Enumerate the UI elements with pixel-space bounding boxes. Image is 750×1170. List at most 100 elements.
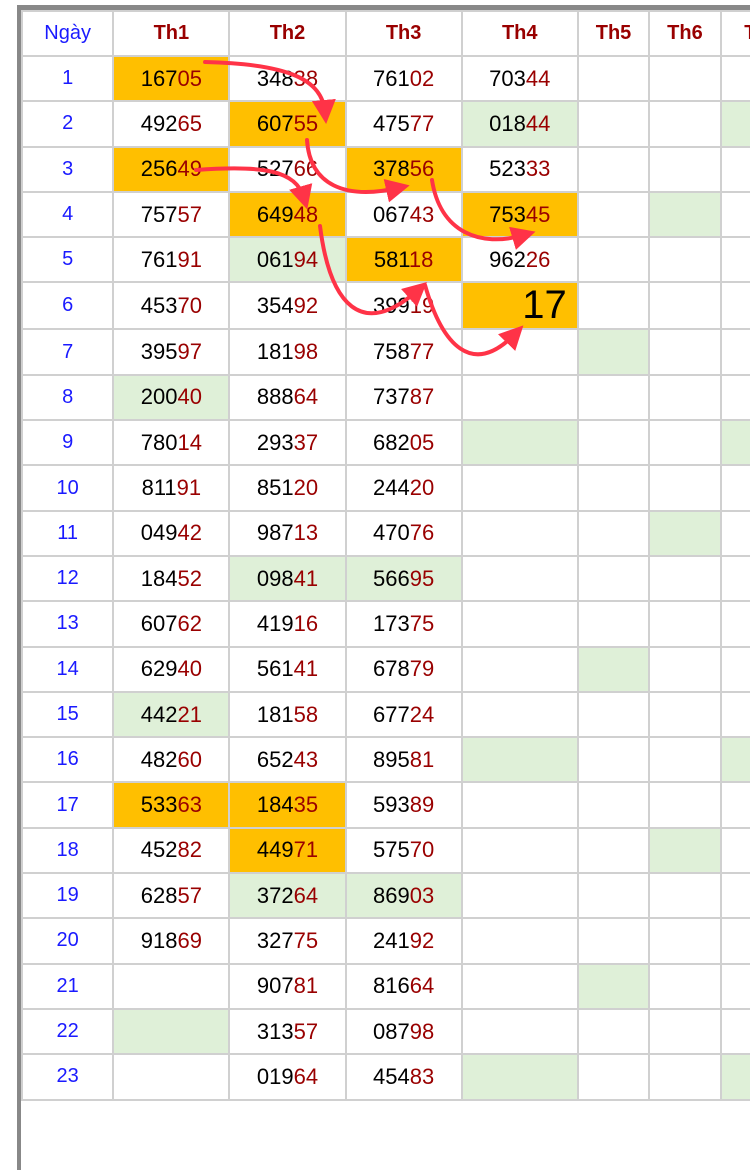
predicted-number-cell: 17 bbox=[460, 281, 579, 331]
result-cell: 78014 bbox=[112, 419, 231, 467]
result-cell: 37856 bbox=[344, 145, 463, 193]
result-cell: 57570 bbox=[344, 826, 463, 875]
table-row: 14 62940 56141 67879 bbox=[20, 645, 750, 693]
result-cell bbox=[576, 190, 651, 239]
number-tail: 63 bbox=[177, 792, 202, 818]
day-cell: 13 bbox=[20, 600, 115, 648]
number-head: 987 bbox=[256, 520, 294, 546]
result-cell bbox=[576, 1007, 651, 1056]
number-head: 523 bbox=[489, 156, 526, 182]
number-tail: 77 bbox=[409, 339, 435, 365]
day-cell: 9 bbox=[20, 419, 115, 467]
number-tail: 03 bbox=[409, 882, 435, 908]
result-cell: 60762 bbox=[112, 600, 231, 648]
day-cell: 6 bbox=[20, 281, 115, 331]
table-row: 11 04942 98713 47076 bbox=[20, 509, 750, 557]
number-tail: 57 bbox=[293, 1018, 319, 1044]
result-cell bbox=[719, 690, 750, 739]
result-cell: 67879 bbox=[344, 645, 463, 693]
day-cell: 21 bbox=[20, 962, 115, 1010]
result-cell bbox=[648, 281, 722, 331]
number-tail: 38 bbox=[293, 65, 319, 91]
number-head: 677 bbox=[373, 701, 410, 727]
result-cell: 44221 bbox=[112, 690, 231, 739]
number-head: 087 bbox=[373, 1018, 410, 1044]
result-cell bbox=[648, 145, 722, 193]
result-cell: 58118 bbox=[344, 236, 463, 284]
result-cell bbox=[719, 236, 750, 284]
number-head: 895 bbox=[373, 746, 410, 772]
number-head: 607 bbox=[256, 110, 294, 136]
result-cell bbox=[576, 100, 651, 148]
number-tail: 55 bbox=[293, 110, 319, 136]
result-cell bbox=[576, 464, 651, 512]
result-cell: 76102 bbox=[344, 54, 463, 103]
result-cell bbox=[719, 872, 750, 920]
result-cell: 35492 bbox=[228, 281, 347, 331]
number-tail: 75 bbox=[409, 610, 435, 636]
number-head: 184 bbox=[256, 792, 294, 818]
result-cell: 47076 bbox=[344, 509, 463, 557]
result-cell: 62857 bbox=[112, 872, 231, 920]
number-head: 293 bbox=[256, 429, 294, 455]
result-cell bbox=[648, 100, 722, 148]
number-head: 566 bbox=[373, 565, 410, 591]
number-head: 184 bbox=[140, 565, 178, 591]
result-cell bbox=[648, 826, 722, 875]
column-header-t: T bbox=[719, 10, 750, 57]
number-tail: 64 bbox=[293, 384, 319, 410]
number-head: 816 bbox=[373, 973, 410, 999]
number-head: 761 bbox=[140, 246, 178, 272]
number-head: 256 bbox=[140, 156, 178, 182]
number-tail: 33 bbox=[525, 156, 551, 182]
column-header-th3: Th3 bbox=[344, 10, 463, 57]
result-cell bbox=[460, 1053, 579, 1101]
result-cell bbox=[719, 1053, 750, 1101]
number-head: 241 bbox=[373, 927, 410, 953]
result-cell bbox=[648, 872, 722, 920]
day-cell: 14 bbox=[20, 645, 115, 693]
number-tail: 14 bbox=[177, 429, 202, 455]
day-cell: 8 bbox=[20, 373, 115, 422]
result-cell: 09841 bbox=[228, 554, 347, 603]
number-head: 492 bbox=[140, 110, 178, 136]
result-cell bbox=[576, 600, 651, 648]
number-head: 962 bbox=[489, 246, 526, 272]
result-cell bbox=[576, 690, 651, 739]
result-cell: 41916 bbox=[228, 600, 347, 648]
result-cell: 18435 bbox=[228, 781, 347, 829]
number-head: 475 bbox=[373, 110, 410, 136]
result-cell bbox=[648, 1053, 722, 1101]
result-cell bbox=[576, 736, 651, 784]
result-cell: 16705 bbox=[112, 54, 231, 103]
number-head: 678 bbox=[373, 656, 410, 682]
result-cell bbox=[576, 962, 651, 1010]
day-cell: 3 bbox=[20, 145, 115, 193]
number-head: 907 bbox=[256, 973, 294, 999]
number-tail: 05 bbox=[409, 429, 435, 455]
table-row: 6 45370 35492 39919 17 bbox=[20, 281, 750, 331]
result-cell bbox=[460, 509, 579, 557]
result-cell bbox=[576, 236, 651, 284]
number-head: 581 bbox=[373, 246, 409, 272]
result-cell bbox=[719, 190, 750, 239]
result-cell bbox=[648, 373, 722, 422]
number-tail: 13 bbox=[293, 520, 319, 546]
table-row: 9 78014 29337 68205 bbox=[20, 419, 750, 467]
number-tail: 79 bbox=[409, 656, 435, 682]
number-tail: 41 bbox=[293, 656, 319, 682]
result-cell bbox=[719, 54, 750, 103]
number-head: 378 bbox=[373, 156, 410, 182]
result-cell: 29337 bbox=[228, 419, 347, 467]
number-tail: 91 bbox=[177, 246, 202, 272]
result-cell bbox=[719, 962, 750, 1010]
number-tail: 43 bbox=[409, 201, 435, 227]
number-head: 652 bbox=[256, 746, 294, 772]
number-tail: 60 bbox=[177, 746, 202, 772]
result-cell: 06194 bbox=[228, 236, 347, 284]
result-cell: 56141 bbox=[228, 645, 347, 693]
table-row: 18 45282 44971 57570 bbox=[20, 826, 750, 875]
number-tail: 40 bbox=[177, 384, 202, 410]
lottery-table-frame: NgàyTh1Th2Th3Th4Th5Th6T 1167053483876102… bbox=[17, 5, 750, 1170]
result-cell bbox=[648, 236, 722, 284]
